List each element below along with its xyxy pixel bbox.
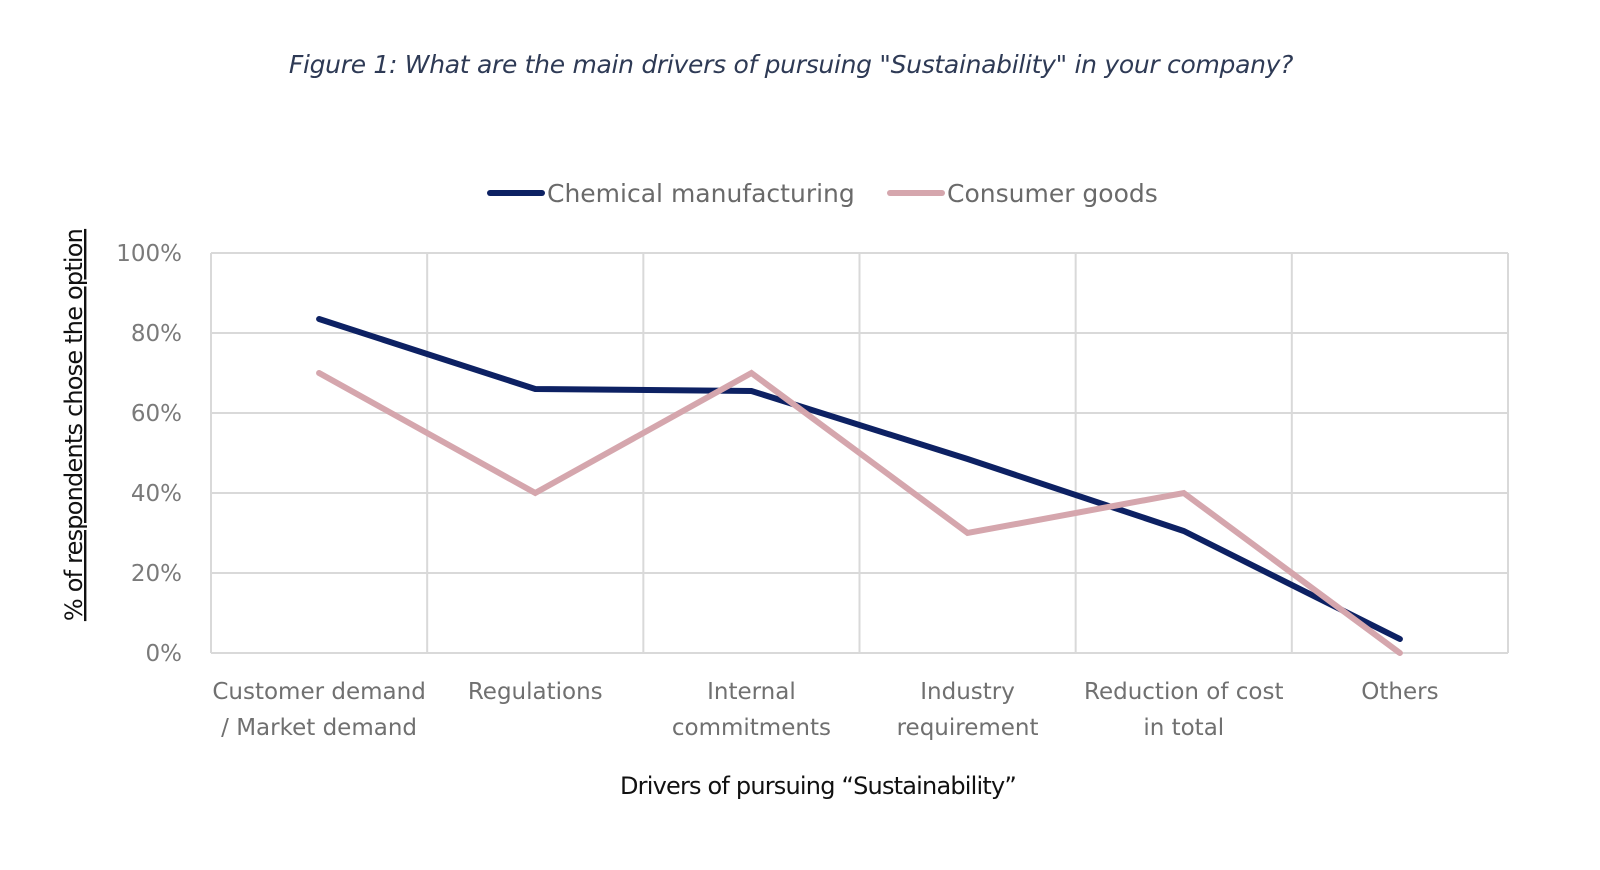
x-category-label: Reduction of cost in total: [1084, 679, 1284, 741]
legend: Chemical manufacturing Consumer goods: [487, 179, 1158, 208]
y-tick-label: 100%: [116, 241, 182, 267]
y-tick-label: 20%: [131, 561, 182, 587]
y-tick-label: 80%: [131, 321, 182, 347]
x-category-label: Industry requirement: [897, 679, 1039, 741]
series-lines: [316, 316, 1403, 656]
x-category-labels: Customer demand / Market demand Regulation…: [212, 679, 1438, 741]
x-axis-label: Drivers of pursuing “Sustainability”: [620, 772, 1016, 800]
y-tick-label: 0%: [146, 641, 183, 667]
y-tick-label: 40%: [131, 481, 182, 507]
x-category-label: Others: [1361, 679, 1438, 705]
y-axis-label: % of respondents chose the option: [60, 229, 88, 621]
series-line-chemical-manufacturing: [316, 316, 1403, 642]
x-category-label: Internal commitments: [672, 679, 831, 741]
y-tick-labels: 0% 20% 40% 60% 80% 100%: [116, 241, 182, 667]
x-category-label: Customer demand / Market demand: [212, 679, 425, 741]
series-line-consumer-goods: [316, 369, 1403, 656]
figure-title: Figure 1: What are the main drivers of p…: [288, 50, 1294, 79]
x-category-label: Regulations: [468, 679, 603, 705]
legend-label: Chemical manufacturing: [547, 179, 855, 208]
legend-label: Consumer goods: [947, 179, 1158, 208]
y-tick-label: 60%: [131, 401, 182, 427]
